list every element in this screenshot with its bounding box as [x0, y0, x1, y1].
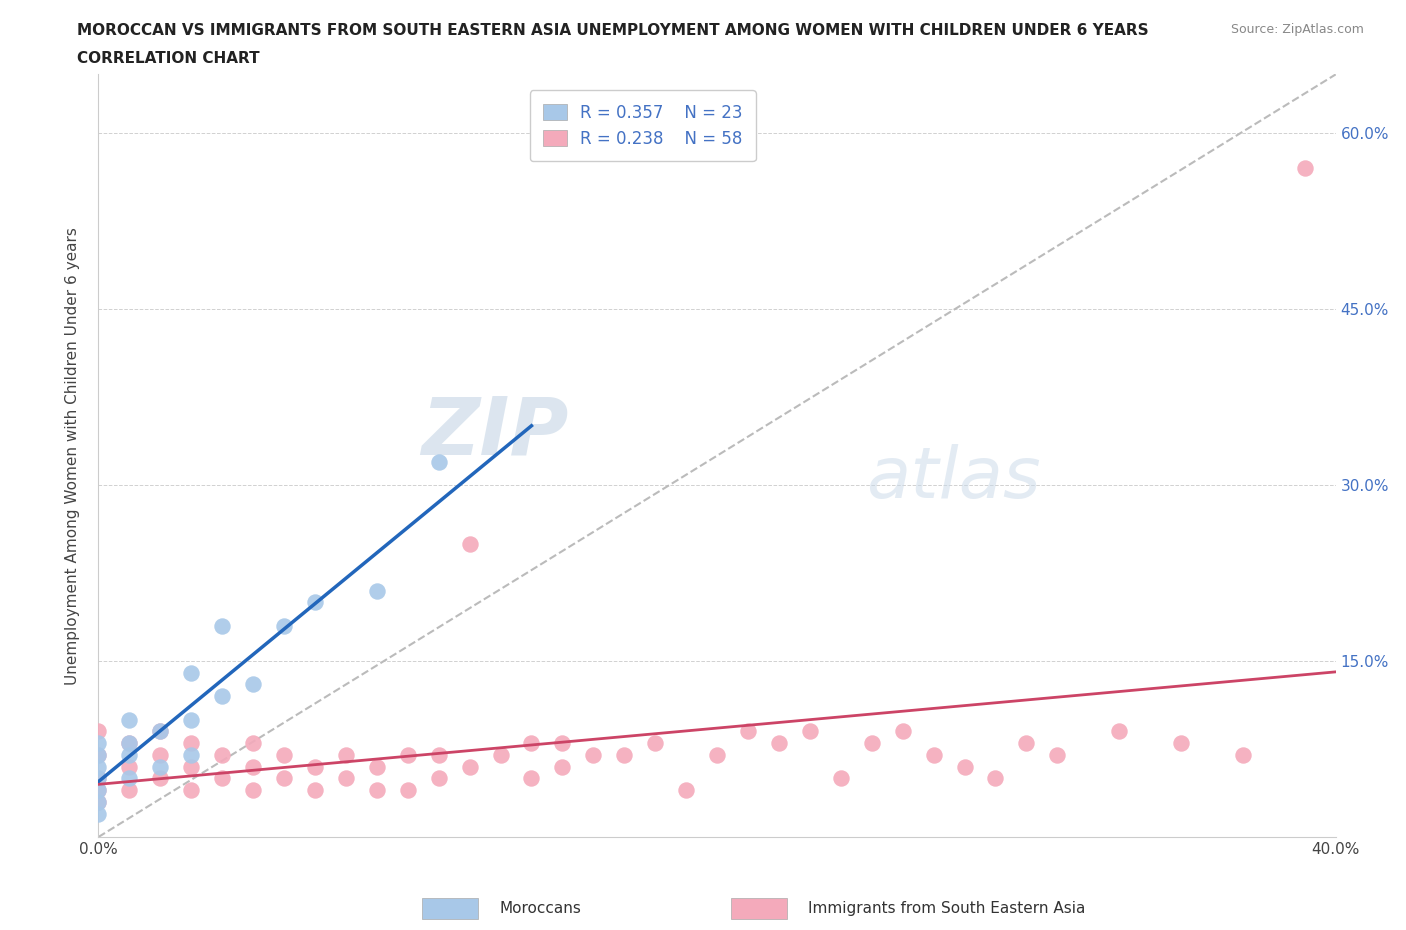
Point [458, 759, 481, 774]
Point [180, 712, 202, 727]
Point [118, 712, 141, 727]
Point [242, 759, 264, 774]
Point [87, 783, 110, 798]
Point [149, 759, 172, 774]
Point [273, 771, 295, 786]
Point [242, 677, 264, 692]
Point [427, 454, 450, 469]
Point [922, 748, 945, 763]
Point [211, 771, 233, 786]
Point [118, 771, 141, 786]
Point [1046, 748, 1069, 763]
Point [180, 665, 202, 680]
Point [551, 759, 574, 774]
Point [87, 783, 110, 798]
Point [489, 748, 512, 763]
Point [180, 736, 202, 751]
Point [242, 783, 264, 798]
Point [613, 748, 636, 763]
Point [427, 748, 450, 763]
Point [520, 736, 543, 751]
Point [891, 724, 914, 738]
Point [118, 783, 141, 798]
Point [149, 724, 172, 738]
Point [180, 783, 202, 798]
Point [1232, 748, 1254, 763]
Point [211, 689, 233, 704]
Point [1108, 724, 1130, 738]
Point [335, 748, 357, 763]
Point [644, 736, 666, 751]
Point [304, 595, 326, 610]
Text: Moroccans: Moroccans [499, 901, 581, 916]
Point [87, 794, 110, 809]
Text: ZIP: ZIP [422, 393, 568, 472]
Point [87, 771, 110, 786]
Y-axis label: Unemployment Among Women with Children Under 6 years: Unemployment Among Women with Children U… [65, 227, 80, 684]
Point [953, 759, 976, 774]
Point [706, 748, 728, 763]
Text: CORRELATION CHART: CORRELATION CHART [77, 51, 260, 66]
Point [118, 759, 141, 774]
Point [211, 748, 233, 763]
Point [211, 618, 233, 633]
Point [1294, 161, 1316, 176]
Point [799, 724, 821, 738]
Point [180, 748, 202, 763]
Point [396, 748, 419, 763]
Point [87, 736, 110, 751]
Point [335, 771, 357, 786]
Point [551, 736, 574, 751]
Legend: R = 0.357    N = 23, R = 0.238    N = 58: R = 0.357 N = 23, R = 0.238 N = 58 [530, 90, 756, 162]
Point [768, 736, 790, 751]
Text: Source: ZipAtlas.com: Source: ZipAtlas.com [1230, 23, 1364, 36]
Point [366, 583, 388, 598]
Point [87, 748, 110, 763]
Point [830, 771, 852, 786]
Point [458, 537, 481, 551]
Point [180, 759, 202, 774]
Point [149, 748, 172, 763]
Point [1015, 736, 1038, 751]
Point [304, 759, 326, 774]
Point [87, 771, 110, 786]
Point [87, 759, 110, 774]
Point [396, 783, 419, 798]
Point [87, 794, 110, 809]
Point [520, 771, 543, 786]
Point [149, 771, 172, 786]
Point [87, 724, 110, 738]
Text: atlas: atlas [866, 445, 1040, 513]
Point [149, 724, 172, 738]
Point [366, 783, 388, 798]
Point [737, 724, 759, 738]
Point [304, 783, 326, 798]
Point [87, 748, 110, 763]
Point [860, 736, 883, 751]
Point [242, 736, 264, 751]
Point [675, 783, 697, 798]
Point [118, 736, 141, 751]
Point [366, 759, 388, 774]
Point [273, 618, 295, 633]
Point [118, 748, 141, 763]
Text: Immigrants from South Eastern Asia: Immigrants from South Eastern Asia [808, 901, 1085, 916]
Point [984, 771, 1007, 786]
Point [1170, 736, 1192, 751]
Point [87, 806, 110, 821]
Text: MOROCCAN VS IMMIGRANTS FROM SOUTH EASTERN ASIA UNEMPLOYMENT AMONG WOMEN WITH CHI: MOROCCAN VS IMMIGRANTS FROM SOUTH EASTER… [77, 23, 1149, 38]
Point [273, 748, 295, 763]
Point [118, 736, 141, 751]
Point [427, 771, 450, 786]
Point [582, 748, 605, 763]
